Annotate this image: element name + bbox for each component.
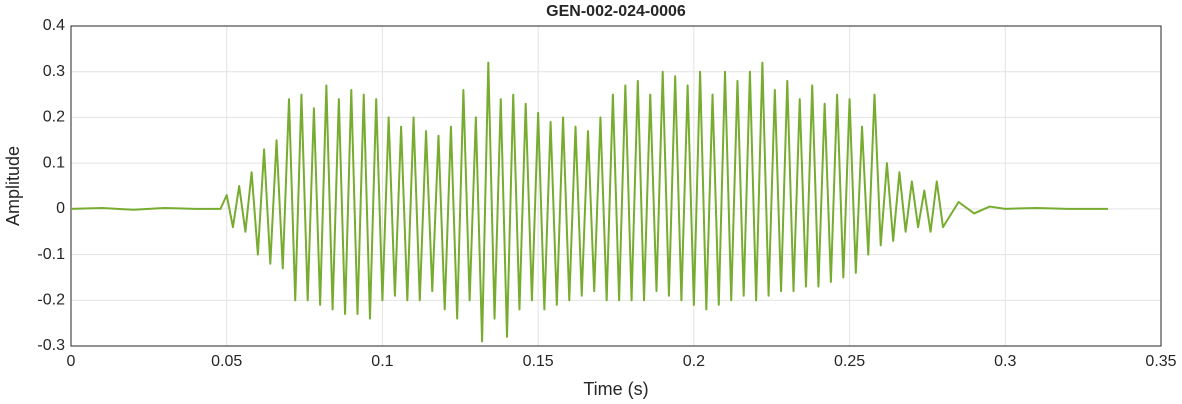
x-tick-label: 0.2: [683, 353, 705, 370]
waveform-line: [70, 61, 1109, 343]
y-tick-label: 0.1: [43, 154, 65, 171]
x-tick-label: 0: [67, 353, 76, 370]
y-tick-label: -0.2: [37, 292, 65, 309]
y-tick-label: -0.3: [37, 337, 65, 354]
x-tick-label: 0.15: [523, 353, 554, 370]
plot-frame: [70, 25, 1162, 347]
y-tick-label: 0.3: [43, 63, 65, 80]
y-axis-label: Amplitude: [3, 146, 23, 226]
x-tick-label: 0.1: [371, 353, 393, 370]
x-tick-label: 0.05: [211, 353, 242, 370]
x-tick-label: 0.35: [1145, 353, 1176, 370]
x-axis-label: Time (s): [583, 379, 648, 399]
x-tick-label: 0.3: [994, 353, 1016, 370]
x-tick-label: 0.25: [834, 353, 865, 370]
chart-title: GEN-002-024-0006: [546, 3, 686, 20]
y-tick-label: -0.1: [37, 246, 65, 263]
y-tick-label: 0: [56, 200, 65, 217]
y-tick-label: 0.4: [43, 17, 65, 34]
y-tick-label: 0.2: [43, 109, 65, 126]
